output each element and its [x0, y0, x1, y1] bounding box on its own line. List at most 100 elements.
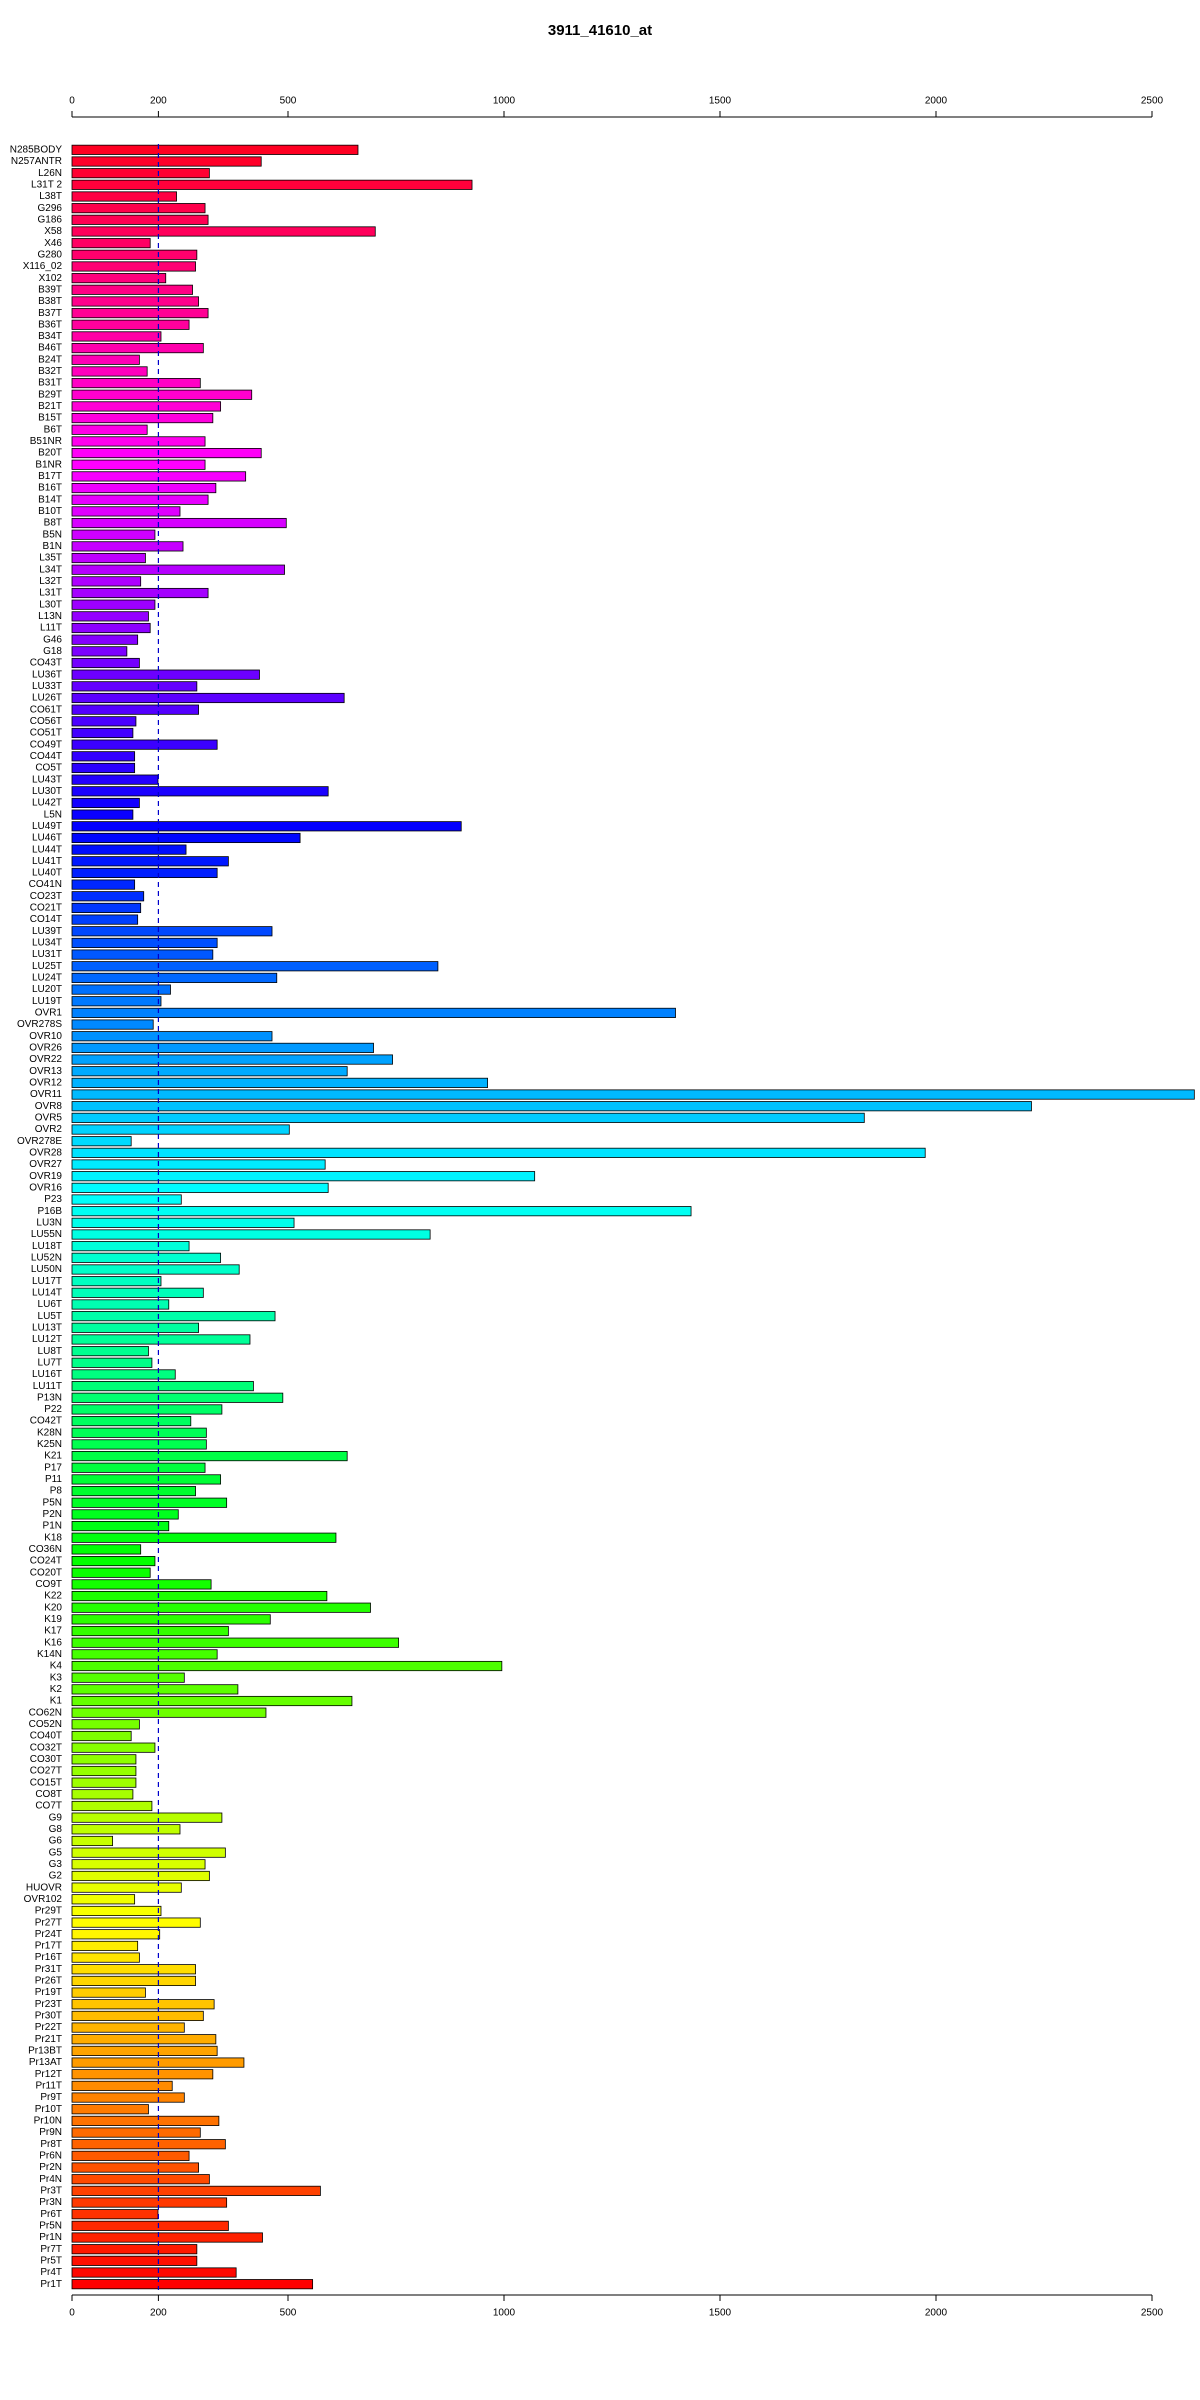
- bar: [71, 1066, 348, 1077]
- y-tick-label: OVR278S: [17, 1019, 62, 1030]
- y-tick-label: LU26T: [32, 693, 62, 704]
- bar: [71, 1136, 132, 1147]
- bar: [71, 1392, 284, 1403]
- y-tick-label: K28N: [37, 1427, 62, 1438]
- y-tick-label: B34T: [38, 331, 62, 342]
- bar: [71, 1346, 149, 1357]
- bar: [71, 2162, 199, 2173]
- y-tick-label: K20: [44, 1602, 62, 1613]
- y-tick-label: Pr27T: [35, 1917, 62, 1928]
- bar: [71, 1322, 199, 1333]
- y-tick-label: CO9T: [35, 1579, 62, 1590]
- y-tick-label: LU16T: [32, 1369, 62, 1380]
- y-tick-label: K22: [44, 1591, 62, 1602]
- y-tick-label: L30T: [39, 599, 62, 610]
- y-tick-label: LU49T: [32, 821, 62, 832]
- y-tick-label: LU8T: [38, 1346, 62, 1357]
- bar: [71, 1602, 371, 1613]
- bar: [71, 1870, 210, 1882]
- bar: [71, 2034, 217, 2045]
- y-tick-label: B38T: [38, 296, 62, 307]
- y-tick-label: CO7T: [35, 1801, 62, 1812]
- y-tick-label: LU6T: [38, 1299, 62, 1310]
- bar: [71, 1544, 142, 1555]
- bar: [71, 1847, 226, 1858]
- y-tick-label: L35T: [39, 553, 62, 564]
- y-tick-label: L31T 2: [31, 179, 62, 190]
- bar: [71, 949, 214, 960]
- y-tick-label: Pr6N: [39, 2151, 62, 2162]
- bar: [71, 914, 139, 925]
- y-tick-label: LU42T: [32, 798, 62, 809]
- y-tick-label: P16B: [38, 1206, 63, 1217]
- bar: [71, 1054, 393, 1065]
- y-tick-label: LU40T: [32, 868, 62, 879]
- bar: [71, 1579, 212, 1590]
- bar: [71, 2069, 214, 2080]
- bar: [71, 389, 253, 400]
- bar: [71, 2092, 185, 2103]
- bar: [71, 1999, 215, 2010]
- bar: [71, 902, 142, 913]
- bar: [71, 1311, 276, 1322]
- x-tick-label: 2500: [1141, 96, 1164, 107]
- y-tick-label: K25N: [37, 1439, 62, 1450]
- bar: [71, 1462, 206, 1473]
- y-tick-label: LU12T: [32, 1334, 62, 1345]
- bar: [71, 646, 128, 657]
- y-tick-label: Pr3T: [40, 2186, 62, 2197]
- bar: [71, 2139, 226, 2150]
- bar: [71, 1742, 156, 1753]
- bar: [71, 1486, 196, 1497]
- bar: [71, 809, 134, 820]
- bar: [71, 1637, 399, 1648]
- bar: [71, 797, 140, 809]
- bar: [71, 2220, 229, 2231]
- y-tick-label: CO44T: [30, 751, 62, 762]
- y-tick-label: Pr11T: [36, 2081, 63, 2092]
- y-tick-label: K17: [44, 1626, 62, 1637]
- bar: [71, 424, 148, 435]
- y-tick-label: L32T: [39, 576, 62, 587]
- y-tick-label: G296: [38, 203, 63, 214]
- y-tick-label: OVR26: [29, 1043, 62, 1054]
- bar: [71, 1357, 153, 1368]
- y-tick-label: Pr29T: [35, 1906, 62, 1917]
- bar: [71, 856, 229, 867]
- bar: [71, 1835, 114, 1847]
- bar: [71, 1077, 488, 1088]
- bar: [71, 2255, 198, 2266]
- bar: [71, 1241, 190, 1252]
- bar: [71, 1427, 207, 1438]
- y-tick-label: CO43T: [30, 658, 62, 669]
- y-tick-label: OVR11: [30, 1089, 62, 1100]
- bar: [71, 541, 184, 552]
- bar: [71, 1112, 865, 1123]
- y-tick-label: LU18T: [32, 1241, 62, 1252]
- bar: [71, 1276, 162, 1287]
- bar: [71, 1555, 156, 1567]
- bar: [71, 1672, 185, 1683]
- bar: [71, 1182, 329, 1193]
- y-tick-label: G46: [43, 634, 62, 645]
- y-tick-label: Pr8T: [40, 2139, 62, 2150]
- bar: [71, 2150, 190, 2161]
- bar: [71, 716, 137, 727]
- x-tick-label: 0: [69, 2308, 75, 2319]
- bar: [71, 156, 262, 167]
- y-tick-label: LU44T: [32, 844, 62, 855]
- bar: [71, 448, 262, 459]
- y-tick-label: LU33T: [32, 681, 62, 692]
- y-tick-label: P5N: [43, 1497, 62, 1508]
- y-tick-label: LU43T: [32, 774, 62, 785]
- bar: [71, 1964, 196, 1975]
- y-tick-label: B6T: [44, 424, 62, 435]
- y-tick-label: B8T: [44, 518, 62, 529]
- y-tick-label: Pr31T: [35, 1964, 62, 1975]
- bar: [71, 2279, 314, 2290]
- y-tick-label: P22: [44, 1404, 62, 1415]
- bar: [71, 1147, 926, 1158]
- bar: [71, 821, 462, 832]
- y-tick-label: LU50N: [31, 1264, 62, 1275]
- y-tick-label: B37T: [38, 308, 62, 319]
